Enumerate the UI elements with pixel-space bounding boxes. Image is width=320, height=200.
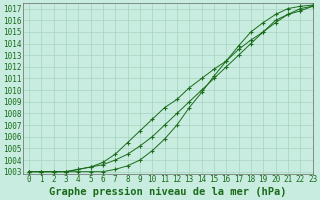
X-axis label: Graphe pression niveau de la mer (hPa): Graphe pression niveau de la mer (hPa) bbox=[49, 187, 286, 197]
